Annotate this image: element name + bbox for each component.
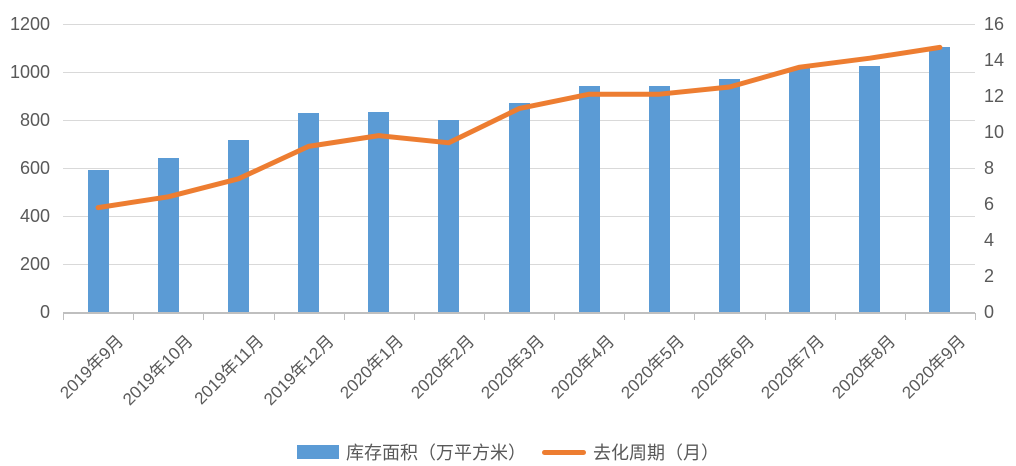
x-axis-tick: [834, 313, 836, 320]
right-axis-tick-label: 2: [984, 266, 995, 286]
right-axis-tick-label: 0: [984, 302, 995, 322]
bar-series-swatch: [297, 445, 339, 459]
bar-2020年5月: [648, 86, 670, 312]
left-axis-tick-label: 1000: [9, 62, 50, 82]
x-axis-tick: [413, 313, 415, 320]
x-axis-tick: [273, 313, 275, 320]
bar-2019年12月: [298, 112, 319, 312]
right-axis-tick-label: 16: [984, 14, 1005, 34]
bar-2019年11月: [227, 140, 249, 312]
bar-2020年2月: [438, 120, 460, 312]
line-series-swatch: [542, 449, 586, 455]
bar-2020年4月: [578, 86, 600, 312]
x-axis-tick: [554, 313, 556, 320]
legend-item-bar-series: 库存面积（万平方米）: [297, 439, 526, 465]
right-axis-tick-label: 10: [984, 122, 1005, 142]
legend: 库存面积（万平方米） 去化周期（月）: [0, 439, 1016, 465]
legend-item-line-series: 去化周期（月）: [542, 439, 719, 465]
left-axis-tick-label: 800: [19, 110, 50, 130]
right-axis-tick-label: 14: [984, 50, 1005, 70]
x-axis-tick: [904, 313, 906, 320]
right-axis-tick-label: 6: [984, 194, 995, 214]
right-axis-tick-label: 4: [984, 230, 995, 250]
bar-2020年8月: [859, 66, 881, 312]
left-axis-tick-label: 0: [39, 302, 50, 322]
left-axis-tick-label: 400: [19, 206, 50, 226]
left-axis-tick-label: 600: [19, 158, 50, 178]
bar-2020年6月: [719, 79, 740, 312]
right-axis-tick-label: 12: [984, 86, 1005, 106]
x-axis-tick: [975, 313, 976, 320]
gridline: [63, 24, 975, 25]
left-axis-tick-label: 200: [19, 254, 50, 274]
x-axis-tick: [133, 313, 135, 320]
x-axis-tick: [343, 313, 345, 320]
left-axis-tick-label: 1200: [9, 14, 50, 34]
bar-2020年3月: [508, 103, 530, 312]
x-axis-tick: [203, 313, 205, 320]
gridline: [63, 72, 975, 73]
bar-2020年9月: [929, 46, 951, 312]
right-axis-tick-label: 8: [984, 158, 995, 178]
x-axis-tick: [694, 313, 696, 320]
bar-2020年1月: [368, 111, 390, 312]
line-series-label: 去化周期（月）: [593, 443, 719, 463]
x-axis-tick: [624, 313, 626, 320]
line-series-path: [95, 44, 943, 211]
x-axis-tick: [764, 313, 766, 320]
bar-2020年7月: [789, 68, 811, 312]
x-axis-line: [63, 312, 975, 314]
x-axis-tick: [483, 313, 485, 320]
bar-series-label: 库存面积（万平方米）: [346, 443, 526, 463]
x-axis-tick: [63, 313, 64, 320]
